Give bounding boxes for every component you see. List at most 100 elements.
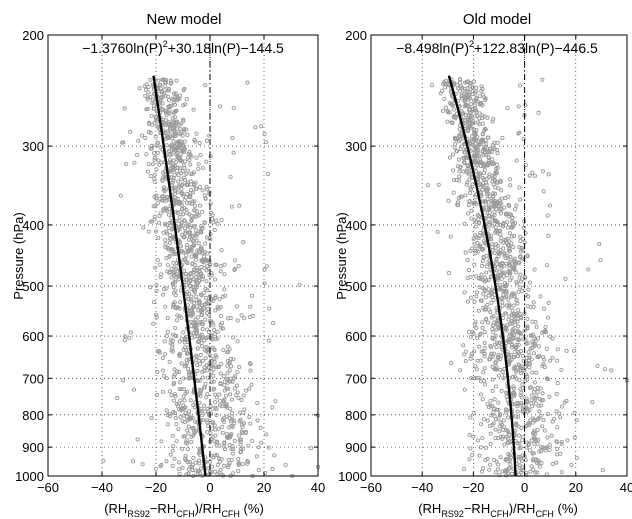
data-point — [478, 190, 483, 195]
data-point — [496, 200, 501, 205]
data-point — [516, 433, 521, 438]
data-point — [240, 431, 245, 436]
data-point — [477, 220, 482, 225]
data-point — [490, 354, 495, 359]
data-point — [464, 182, 469, 187]
data-point — [507, 332, 513, 337]
data-point — [506, 305, 511, 310]
data-point — [452, 107, 457, 112]
data-point — [211, 455, 216, 460]
data-point — [572, 435, 577, 440]
data-point — [473, 106, 478, 111]
data-point — [517, 83, 523, 88]
data-point — [207, 301, 212, 307]
data-point — [213, 218, 219, 223]
data-point — [226, 465, 231, 470]
data-point — [469, 376, 474, 381]
data-point — [150, 98, 155, 103]
data-point — [189, 234, 194, 239]
data-point — [174, 209, 179, 214]
data-point — [197, 185, 202, 190]
data-point — [487, 214, 492, 219]
data-point — [175, 165, 181, 170]
data-point — [186, 296, 191, 301]
data-point — [152, 172, 157, 177]
data-point — [574, 455, 579, 460]
data-point — [181, 163, 187, 168]
data-point — [232, 421, 237, 426]
data-point — [169, 248, 174, 253]
data-point — [473, 133, 478, 138]
data-point — [222, 383, 227, 388]
data-point — [178, 121, 184, 126]
data-point — [481, 239, 486, 244]
data-point — [472, 349, 477, 354]
data-point — [520, 285, 526, 291]
data-point — [217, 392, 222, 397]
data-point — [185, 191, 190, 197]
data-point — [148, 219, 153, 224]
data-point — [194, 209, 199, 214]
data-point — [510, 291, 515, 296]
y-tick-label: 500 — [345, 279, 367, 294]
data-point — [555, 440, 560, 445]
data-point — [472, 299, 477, 304]
data-point — [204, 235, 209, 240]
data-point — [480, 86, 485, 91]
data-point — [127, 335, 132, 340]
data-point — [151, 204, 156, 209]
data-point — [510, 215, 515, 221]
data-point — [308, 446, 314, 451]
data-point — [477, 244, 482, 249]
data-point — [227, 347, 232, 352]
data-point — [212, 359, 217, 364]
data-point — [220, 294, 225, 299]
data-point — [161, 373, 166, 378]
data-point — [209, 216, 215, 221]
data-point — [179, 361, 184, 366]
data-point — [194, 294, 199, 299]
data-point — [451, 190, 456, 195]
data-point — [544, 346, 549, 351]
data-point — [175, 269, 180, 274]
data-point — [472, 155, 477, 160]
data-point — [159, 439, 164, 444]
data-point — [238, 446, 244, 451]
data-point — [182, 226, 188, 231]
data-point — [172, 125, 177, 130]
data-point — [448, 234, 453, 239]
data-point — [488, 431, 493, 436]
data-point — [198, 352, 203, 358]
data-point — [192, 199, 197, 204]
data-point — [471, 410, 476, 415]
data-point — [164, 459, 169, 464]
data-point — [484, 180, 489, 185]
data-point — [208, 237, 213, 242]
data-point — [218, 381, 223, 386]
data-point — [198, 271, 203, 276]
data-point — [475, 438, 480, 443]
data-point — [163, 242, 168, 247]
data-point — [195, 268, 200, 273]
data-point — [543, 330, 549, 335]
data-point — [195, 285, 200, 290]
data-point — [478, 171, 483, 176]
data-point — [170, 345, 175, 350]
data-point — [520, 408, 525, 413]
data-point — [532, 267, 537, 272]
x-tick-label: −20 — [145, 480, 167, 495]
data-point — [172, 280, 177, 285]
data-point — [490, 326, 495, 332]
data-point — [166, 212, 171, 217]
data-point — [167, 226, 172, 231]
data-point — [547, 447, 552, 452]
data-point — [506, 355, 511, 360]
data-point — [213, 295, 218, 301]
data-point — [212, 439, 217, 444]
data-point — [187, 372, 192, 377]
data-point — [157, 214, 162, 219]
data-point — [205, 375, 210, 380]
data-point — [239, 313, 244, 318]
data-point — [201, 260, 206, 265]
data-point — [198, 305, 203, 310]
